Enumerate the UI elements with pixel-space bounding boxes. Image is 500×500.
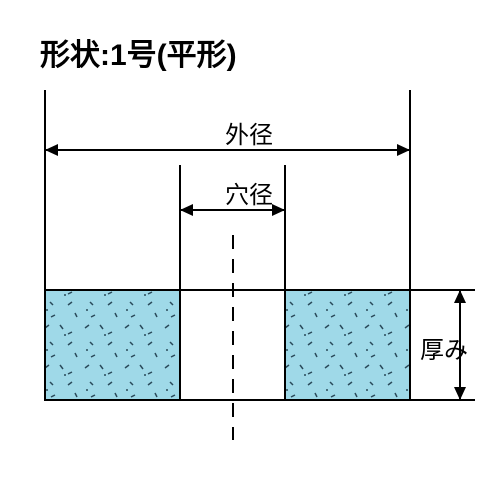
cross-section-diagram <box>0 0 500 500</box>
